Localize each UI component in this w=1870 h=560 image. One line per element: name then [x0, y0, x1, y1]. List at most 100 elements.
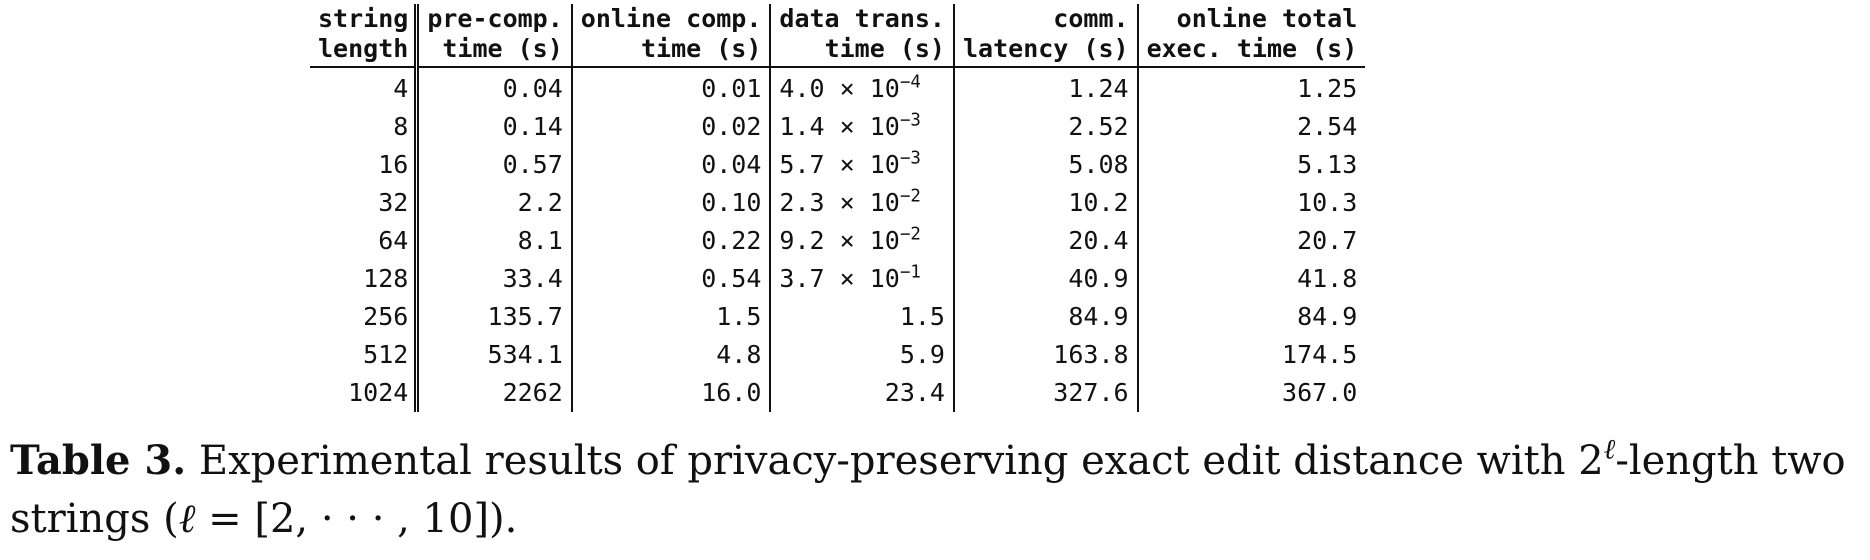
cell-string-length: 512: [363, 340, 409, 369]
cell-data-trans-time: 5.9: [899, 340, 945, 369]
cell-online-total-time: 174.5: [1282, 340, 1358, 369]
table-cell: 1.25: [1138, 67, 1366, 108]
cell-precomp-time: 2.2: [517, 188, 563, 217]
table-cell: 174.5: [1138, 336, 1366, 374]
column-header-line: exec. time (s): [1146, 34, 1358, 63]
table-cell: 3.7 × 10−1: [770, 260, 955, 298]
column-header: online total exec. time (s): [1138, 4, 1366, 67]
cell-string-length: 1024: [348, 378, 409, 407]
cell-online-comp-time: 0.10: [701, 188, 762, 217]
table-cell: 20.4: [953, 222, 1139, 260]
table-cell: 84.9: [1138, 298, 1366, 336]
cell-data-trans-exponent: −2: [899, 186, 921, 207]
table-row: 32 2.2 0.10 2.3 × 10−2 10.2 10.3: [310, 184, 1365, 222]
column-header-line: online comp.: [580, 4, 762, 33]
cell-data-trans-time: 3.7 × 10: [779, 264, 900, 293]
table-cell: 0.22: [571, 222, 772, 260]
column-header-line: string: [318, 4, 409, 33]
table-cell: 1.5: [770, 298, 955, 336]
cell-data-trans-exponent: −2: [899, 224, 921, 245]
cell-data-trans-exponent: −3: [899, 110, 921, 131]
results-table: string length pre-comp. time (s) online comp…: [310, 4, 1366, 412]
cell-comm-latency: 5.08: [1068, 150, 1129, 179]
table-row: 512 534.1 4.8 5.9 163.8 174.5: [310, 336, 1365, 374]
results-table-wrapper: string length pre-comp. time (s) online comp…: [310, 4, 1366, 412]
cell-online-comp-time: 16.0: [701, 378, 762, 407]
table-cell: 2.2: [416, 184, 573, 222]
table-body: 4 0.04 0.01 4.0 × 10−4 1.24 1.25 8 0.14 0.02 1.4 …: [310, 67, 1365, 412]
column-header-line: latency (s): [962, 34, 1129, 63]
caption-exponent: ℓ: [1603, 432, 1616, 466]
cell-string-length: 8: [393, 112, 409, 141]
cell-comm-latency: 163.8: [1053, 340, 1129, 369]
table-cell: 327.6: [953, 374, 1139, 412]
cell-online-total-time: 2.54: [1297, 112, 1358, 141]
column-header: string length: [310, 4, 420, 67]
table-cell: 10.3: [1138, 184, 1366, 222]
cell-online-comp-time: 1.5: [716, 302, 762, 331]
table-cell: 5.08: [953, 146, 1139, 184]
cell-precomp-time: 33.4: [502, 264, 563, 293]
table-cell: 1.24: [953, 67, 1139, 108]
cell-precomp-time: 2262: [502, 378, 563, 407]
table-cell: 5.9: [770, 336, 955, 374]
table-cell: 20.7: [1138, 222, 1366, 260]
table-cell: 9.2 × 10−2: [770, 222, 955, 260]
cell-online-comp-time: 4.8: [716, 340, 762, 369]
table-cell: 256: [310, 298, 420, 336]
table-cell: 32: [310, 184, 420, 222]
cell-online-comp-time: 0.02: [701, 112, 762, 141]
table-cell: 0.01: [571, 67, 772, 108]
table-cell: 2.54: [1138, 108, 1366, 146]
column-header-line: length: [318, 34, 409, 63]
table-cell: 4.8: [571, 336, 772, 374]
table-cell: 41.8: [1138, 260, 1366, 298]
table-cell: 8.1: [416, 222, 573, 260]
cell-string-length: 4: [393, 74, 409, 103]
column-header-line: time (s): [640, 34, 762, 63]
cell-comm-latency: 20.4: [1068, 226, 1129, 255]
cell-data-trans-exponent: −3: [899, 148, 921, 169]
cell-string-length: 128: [363, 264, 409, 293]
table-row: 4 0.04 0.01 4.0 × 10−4 1.24 1.25: [310, 67, 1365, 108]
cell-data-trans-time: 9.2 × 10: [779, 226, 900, 255]
table-cell: 4.0 × 10−4: [770, 67, 955, 108]
caption-variable: ℓ: [178, 496, 196, 542]
caption-text-3: = [2, · · · , 10]).: [195, 496, 518, 542]
column-header-line: time (s): [442, 34, 563, 63]
caption-label: Table 3.: [10, 437, 187, 484]
cell-online-total-time: 5.13: [1297, 150, 1358, 179]
cell-online-total-time: 10.3: [1297, 188, 1358, 217]
table-row: 256 135.7 1.5 1.5 84.9 84.9: [310, 298, 1365, 336]
cell-online-total-time: 20.7: [1297, 226, 1358, 255]
table-cell: 0.10: [571, 184, 772, 222]
table-cell: 135.7: [416, 298, 573, 336]
table-row: 1024 2262 16.0 23.4 327.6 367.0: [310, 374, 1365, 412]
table-cell: 534.1: [416, 336, 573, 374]
cell-data-trans-exponent: −4: [899, 72, 921, 93]
table-cell: 10.2: [953, 184, 1139, 222]
table-cell: 0.54: [571, 260, 772, 298]
table-cell: 16: [310, 146, 420, 184]
cell-online-total-time: 41.8: [1297, 264, 1358, 293]
table-cell: 128: [310, 260, 420, 298]
table-row: 128 33.4 0.54 3.7 × 10−1 40.9 41.8: [310, 260, 1365, 298]
cell-data-trans-time: 1.5: [899, 302, 945, 331]
cell-data-trans-time: 5.7 × 10: [779, 150, 900, 179]
table-cell: 0.04: [571, 146, 772, 184]
table-cell: 2.3 × 10−2: [770, 184, 955, 222]
table-cell: 0.14: [416, 108, 573, 146]
cell-online-comp-time: 0.04: [701, 150, 762, 179]
table-cell: 5.7 × 10−3: [770, 146, 955, 184]
caption-text-1: Experimental results of privacy-preservi…: [186, 438, 1604, 484]
cell-online-total-time: 1.25: [1297, 74, 1358, 103]
table-cell: 367.0: [1138, 374, 1366, 412]
table-cell: 512: [310, 336, 420, 374]
column-header-line: data trans.: [779, 4, 945, 33]
cell-comm-latency: 40.9: [1068, 264, 1129, 293]
table-row: 8 0.14 0.02 1.4 × 10−3 2.52 2.54: [310, 108, 1365, 146]
table-header-row: string length pre-comp. time (s) online comp…: [310, 4, 1366, 67]
cell-data-trans-time: 23.4: [884, 378, 945, 407]
cell-string-length: 32: [378, 188, 409, 217]
table-cell: 2262: [416, 374, 573, 412]
